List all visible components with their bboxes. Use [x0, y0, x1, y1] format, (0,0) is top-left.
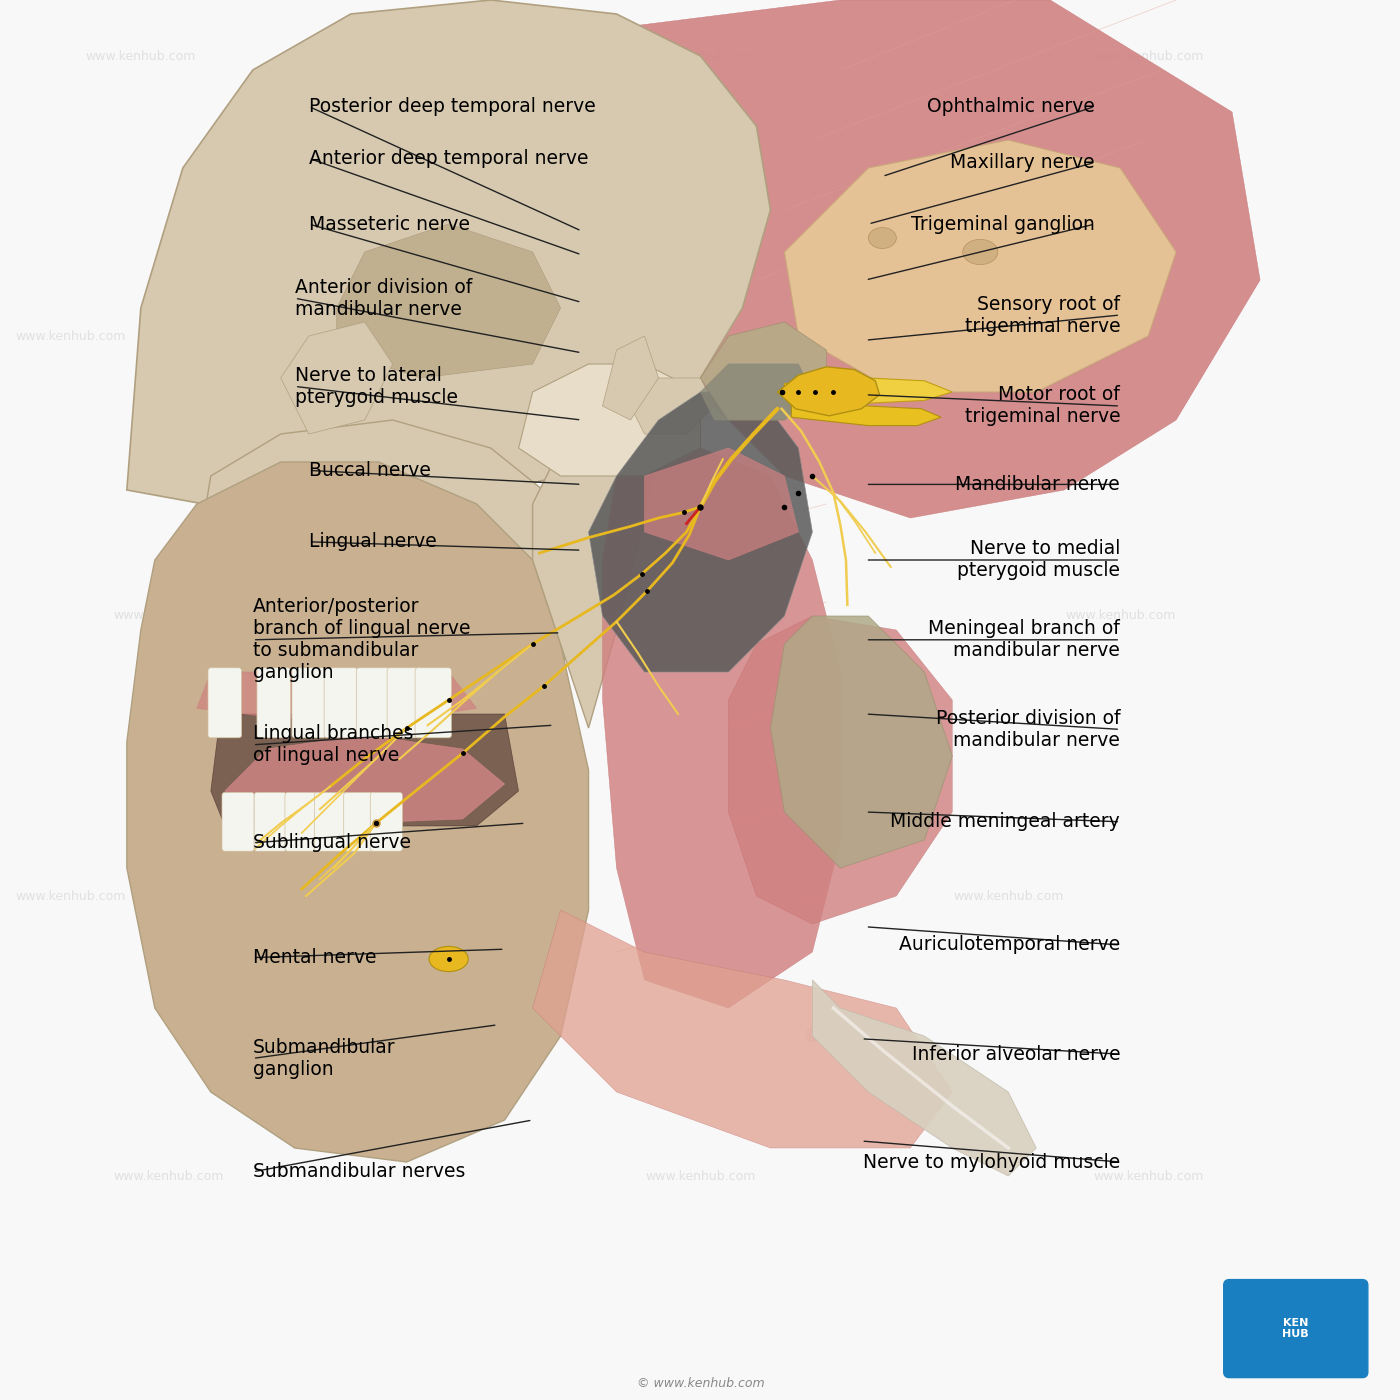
Text: Anterior/posterior
branch of lingual nerve
to submandibular
ganglion: Anterior/posterior branch of lingual ner… — [253, 598, 470, 682]
Polygon shape — [728, 616, 952, 924]
Polygon shape — [784, 378, 952, 403]
Text: Inferior alveolar nerve: Inferior alveolar nerve — [911, 1044, 1120, 1064]
Text: ©: © — [760, 466, 780, 486]
Polygon shape — [700, 322, 826, 420]
Text: Buccal nerve: Buccal nerve — [309, 461, 431, 480]
FancyBboxPatch shape — [255, 792, 287, 851]
Text: Submandibular nerves: Submandibular nerves — [253, 1162, 465, 1182]
Polygon shape — [337, 224, 560, 378]
Text: www.kenhub.com: www.kenhub.com — [477, 889, 588, 903]
Text: Auriculotemporal nerve: Auriculotemporal nerve — [899, 935, 1120, 955]
Text: Sublingual nerve: Sublingual nerve — [253, 833, 410, 853]
Polygon shape — [791, 400, 941, 426]
Text: Nerve to mylohyoid muscle: Nerve to mylohyoid muscle — [862, 1152, 1120, 1172]
Text: Trigeminal ganglion: Trigeminal ganglion — [911, 214, 1095, 234]
Polygon shape — [644, 448, 798, 560]
Text: Motor root of
trigeminal nerve: Motor root of trigeminal nerve — [965, 385, 1120, 427]
Text: Posterior deep temporal nerve: Posterior deep temporal nerve — [309, 97, 595, 116]
Text: Nerve to lateral
pterygoid muscle: Nerve to lateral pterygoid muscle — [295, 365, 458, 407]
Text: www.kenhub.com: www.kenhub.com — [645, 49, 756, 63]
Polygon shape — [770, 616, 952, 868]
Polygon shape — [197, 672, 476, 718]
FancyBboxPatch shape — [223, 792, 255, 851]
Text: www.kenhub.com: www.kenhub.com — [85, 49, 196, 63]
Polygon shape — [518, 364, 700, 476]
Polygon shape — [700, 364, 812, 420]
FancyBboxPatch shape — [286, 792, 318, 851]
Text: Lingual nerve: Lingual nerve — [309, 532, 437, 552]
Text: Posterior division of
mandibular nerve: Posterior division of mandibular nerve — [935, 708, 1120, 750]
Text: Meningeal branch of
mandibular nerve: Meningeal branch of mandibular nerve — [928, 619, 1120, 661]
Text: www.kenhub.com: www.kenhub.com — [15, 329, 126, 343]
Text: www.kenhub.com: www.kenhub.com — [1093, 1169, 1204, 1183]
Polygon shape — [127, 462, 588, 1162]
FancyBboxPatch shape — [293, 668, 326, 738]
Text: ©: © — [202, 466, 221, 486]
FancyBboxPatch shape — [356, 668, 392, 738]
Text: Anterior division of
mandibular nerve: Anterior division of mandibular nerve — [295, 277, 472, 319]
FancyBboxPatch shape — [414, 668, 451, 738]
Text: Mental nerve: Mental nerve — [253, 948, 377, 967]
Text: ©: © — [340, 186, 361, 206]
Ellipse shape — [868, 227, 896, 249]
Text: www.kenhub.com: www.kenhub.com — [477, 329, 588, 343]
Text: ©: © — [830, 186, 850, 206]
Text: Nerve to medial
pterygoid muscle: Nerve to medial pterygoid muscle — [958, 539, 1120, 581]
Text: www.kenhub.com: www.kenhub.com — [925, 329, 1036, 343]
Text: ©: © — [802, 1026, 822, 1046]
Polygon shape — [630, 378, 714, 434]
Text: ©: © — [900, 746, 920, 766]
Text: www.kenhub.com: www.kenhub.com — [15, 889, 126, 903]
Text: Masseteric nerve: Masseteric nerve — [309, 214, 470, 234]
FancyBboxPatch shape — [344, 792, 375, 851]
Text: Anterior deep temporal nerve: Anterior deep temporal nerve — [309, 148, 588, 168]
Polygon shape — [211, 714, 518, 826]
Text: Ophthalmic nerve: Ophthalmic nerve — [927, 97, 1095, 116]
FancyBboxPatch shape — [258, 668, 291, 738]
FancyBboxPatch shape — [1224, 1280, 1368, 1378]
Text: © www.kenhub.com: © www.kenhub.com — [637, 1376, 764, 1390]
Text: Submandibular
ganglion: Submandibular ganglion — [253, 1037, 395, 1079]
FancyBboxPatch shape — [325, 668, 357, 738]
Polygon shape — [225, 735, 504, 826]
Polygon shape — [281, 322, 392, 434]
FancyBboxPatch shape — [315, 792, 347, 851]
Text: Lingual branches
of lingual nerve: Lingual branches of lingual nerve — [253, 724, 413, 766]
Text: www.kenhub.com: www.kenhub.com — [953, 889, 1064, 903]
FancyBboxPatch shape — [386, 668, 423, 738]
Polygon shape — [784, 140, 1176, 392]
Text: www.kenhub.com: www.kenhub.com — [1093, 49, 1204, 63]
Polygon shape — [183, 420, 588, 742]
Polygon shape — [812, 980, 1036, 1176]
Polygon shape — [602, 0, 1260, 518]
Text: ©: © — [244, 1026, 263, 1046]
Polygon shape — [602, 448, 840, 1008]
Text: Middle meningeal artery: Middle meningeal artery — [890, 812, 1120, 832]
Polygon shape — [532, 406, 658, 728]
FancyBboxPatch shape — [370, 792, 402, 851]
Polygon shape — [777, 367, 879, 416]
FancyBboxPatch shape — [209, 668, 242, 738]
Text: ©: © — [382, 746, 402, 766]
Polygon shape — [602, 336, 658, 420]
Text: www.kenhub.com: www.kenhub.com — [645, 1169, 756, 1183]
Text: www.kenhub.com: www.kenhub.com — [1065, 609, 1176, 623]
Text: www.kenhub.com: www.kenhub.com — [113, 1169, 224, 1183]
Text: KEN
HUB: KEN HUB — [1282, 1319, 1309, 1338]
Ellipse shape — [428, 946, 468, 972]
Polygon shape — [127, 0, 770, 518]
Text: Maxillary nerve: Maxillary nerve — [951, 153, 1095, 172]
Text: Mandibular nerve: Mandibular nerve — [955, 475, 1120, 494]
Text: www.kenhub.com: www.kenhub.com — [617, 609, 728, 623]
Polygon shape — [588, 392, 812, 672]
Text: Sensory root of
trigeminal nerve: Sensory root of trigeminal nerve — [965, 294, 1120, 336]
Polygon shape — [532, 910, 952, 1148]
Ellipse shape — [963, 239, 998, 265]
Text: www.kenhub.com: www.kenhub.com — [113, 609, 224, 623]
